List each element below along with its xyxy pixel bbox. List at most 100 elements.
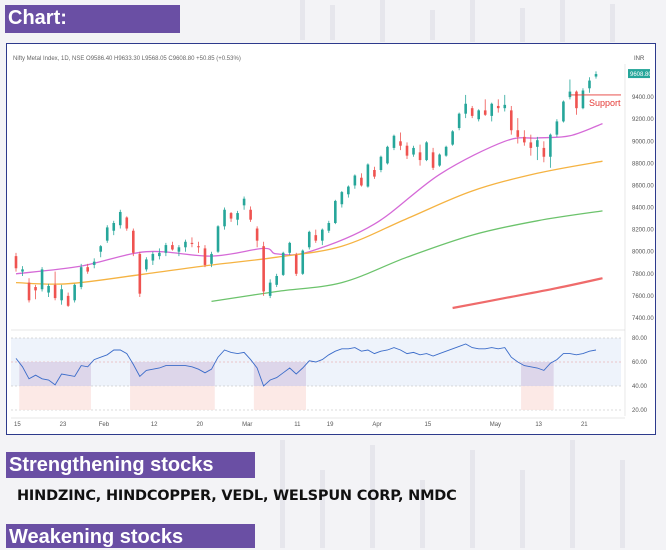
candle-body	[516, 130, 520, 137]
candle	[307, 230, 311, 250]
candle	[503, 94, 507, 112]
candle-body	[301, 250, 305, 274]
chart-heading: Chart:	[5, 5, 180, 33]
candle	[320, 228, 324, 246]
candle-body	[92, 261, 96, 265]
candle-body	[457, 113, 461, 129]
candle-body	[164, 245, 168, 253]
candle-body	[105, 227, 109, 241]
candle	[418, 144, 422, 166]
candle-body	[60, 289, 63, 301]
candle	[164, 242, 168, 257]
candle	[249, 206, 252, 222]
candle-body	[242, 198, 246, 206]
candle	[373, 166, 376, 179]
candle	[549, 133, 552, 168]
chart-panel: Nifty Metal Index, 1D, NSE O9586.40 H963…	[6, 43, 656, 435]
x-tick-label: 15	[14, 422, 21, 428]
candle-body	[568, 91, 572, 98]
candle	[216, 225, 220, 253]
candle	[562, 100, 565, 123]
rsi-weak-zone	[253, 362, 306, 386]
candle-body	[171, 245, 174, 250]
candle-body	[549, 134, 552, 157]
candle	[451, 130, 454, 146]
candle	[542, 141, 546, 163]
candle	[379, 155, 383, 173]
candle	[105, 225, 109, 243]
price-tick-label: 7600.00	[632, 294, 654, 300]
x-tick-label: 19	[327, 422, 334, 428]
candle-body	[438, 154, 441, 166]
candle	[275, 273, 278, 288]
candle	[529, 134, 533, 156]
candle-body	[405, 145, 409, 156]
candle-body	[262, 246, 265, 292]
candle	[242, 196, 246, 210]
candle-body	[138, 253, 142, 294]
candle-body	[40, 269, 44, 290]
candle	[197, 241, 200, 253]
candle	[477, 109, 480, 122]
candle-body	[334, 200, 337, 223]
x-tick-label: 15	[425, 422, 432, 428]
candle-body	[327, 223, 331, 231]
candle	[555, 119, 559, 137]
x-tick-label: May	[490, 422, 501, 428]
candle-body	[27, 282, 31, 301]
candle-body	[366, 164, 370, 187]
candle-body	[464, 103, 467, 114]
candle-body	[132, 230, 135, 253]
candle	[457, 112, 461, 131]
candle-body	[451, 131, 454, 145]
ma-20-line	[15, 122, 603, 275]
price-tick-label: 9200.00	[632, 117, 654, 123]
rsi-weak-zone-lower	[19, 386, 91, 410]
candle-body	[288, 242, 292, 253]
candle-body	[73, 284, 76, 301]
candle	[125, 216, 129, 231]
rsi-tick-label: 20.00	[632, 408, 648, 414]
candle	[575, 90, 578, 115]
candle-body	[314, 235, 318, 241]
candle-body	[386, 146, 389, 164]
candle-body	[21, 269, 24, 272]
candle-body	[379, 156, 383, 170]
candle-body	[594, 74, 598, 77]
candle-body	[229, 213, 233, 219]
last-price-marker	[628, 69, 650, 79]
x-tick-label: 12	[151, 422, 158, 428]
candle-body	[477, 110, 480, 120]
candle-body	[79, 267, 83, 288]
candle	[262, 241, 265, 296]
candle	[399, 132, 402, 151]
candle-body	[523, 136, 526, 143]
rsi-weak-zone-lower	[130, 386, 215, 410]
candle	[158, 248, 161, 260]
ma-50-line	[15, 160, 603, 285]
candle-body	[294, 255, 298, 274]
candle-body	[203, 248, 207, 265]
candle-body	[483, 110, 487, 115]
x-tick-label: 21	[581, 422, 588, 428]
candle-body	[53, 284, 57, 299]
candle-body	[373, 170, 376, 177]
x-tick-label: Mar	[242, 422, 252, 428]
candle	[288, 241, 292, 256]
candle	[470, 105, 474, 119]
currency-label: INR	[634, 56, 645, 62]
price-tick-label: 7400.00	[632, 316, 654, 322]
candle-body	[392, 135, 396, 148]
candle	[568, 79, 572, 100]
candle-body	[347, 186, 350, 195]
candle-body	[118, 211, 122, 226]
candle-body	[47, 285, 50, 293]
candle	[405, 142, 409, 159]
candle	[523, 130, 526, 146]
candle-body	[184, 241, 187, 248]
x-tick-label: Apr	[372, 422, 381, 428]
candle	[79, 263, 83, 290]
candle	[223, 207, 226, 230]
candle	[229, 211, 233, 222]
